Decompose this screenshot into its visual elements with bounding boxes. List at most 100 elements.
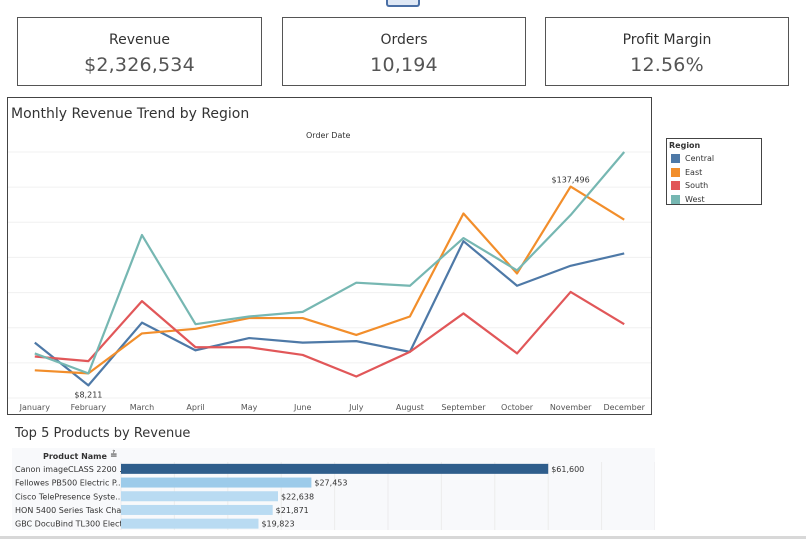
x-tick-label: May [241,403,258,412]
series-line-central[interactable] [34,240,625,387]
data-point-east[interactable] [407,314,412,319]
data-point-central[interactable] [86,383,91,388]
legend-swatch [671,154,680,164]
legend-item-west[interactable]: West [669,193,761,207]
data-point-south[interactable] [247,345,252,350]
product-bar[interactable] [121,518,259,529]
bar-value-label: $19,823 [261,520,294,529]
bar-chart-title: Top 5 Products by Revenue [15,426,191,441]
series-line-east[interactable] [34,185,625,375]
x-tick-label: June [293,403,312,412]
data-point-west[interactable] [461,236,466,241]
data-point-west[interactable] [32,351,37,356]
legend-item-south[interactable]: South [669,179,761,193]
revenue-kpi-value: $2,326,534 [84,54,195,76]
bar-value-label: $22,638 [281,492,314,501]
legend-swatch [671,181,680,191]
sort-icon[interactable]: ≟ [109,451,118,461]
data-point-east[interactable] [300,316,305,321]
product-bar[interactable] [121,491,278,502]
product-label[interactable]: HON 5400 Series Task Cha... [15,506,129,515]
data-point-east[interactable] [139,331,144,336]
data-point-west[interactable] [300,309,305,314]
revenue-kpi-label: Revenue [109,32,170,48]
product-label[interactable]: Fellowes PB500 Electric P... [15,479,123,488]
bottom-divider [0,536,806,539]
data-point-central[interactable] [32,340,37,345]
data-point-south[interactable] [568,289,573,294]
bar-value-label: $27,453 [314,479,347,488]
data-point-south[interactable] [622,322,627,327]
legend-label: Central [685,154,715,164]
product-name-header[interactable]: Product Name ≟ [43,451,117,461]
orders-kpi-card: Orders 10,194 [282,17,526,86]
data-point-south[interactable] [193,345,198,350]
series-line-south[interactable] [34,290,625,378]
data-point-east[interactable] [354,332,359,337]
data-point-west[interactable] [86,371,91,376]
x-tick-label: November [550,403,592,412]
data-point-south[interactable] [300,352,305,357]
legend-item-east[interactable]: East [669,166,761,180]
data-point-south[interactable] [515,351,520,356]
data-point-south[interactable] [86,359,91,364]
data-point-west[interactable] [568,213,573,218]
data-point-central[interactable] [139,320,144,325]
data-point-west[interactable] [193,322,198,327]
data-point-central[interactable] [515,283,520,288]
data-point-central[interactable] [354,339,359,344]
x-tick-label: July [348,403,364,412]
data-point-east[interactable] [568,184,573,189]
product-bar[interactable] [121,477,312,488]
data-point-south[interactable] [354,374,359,379]
x-tick-label: March [130,403,154,412]
data-point-east[interactable] [193,326,198,331]
data-point-east[interactable] [461,211,466,216]
legend-label: East [685,167,703,177]
product-label[interactable]: Cisco TelePresence Syste... [15,492,123,501]
orders-kpi-value: 10,194 [370,54,438,76]
data-point-central[interactable] [568,263,573,268]
bar-value-label: $21,871 [276,506,309,515]
product-bar[interactable] [121,504,273,515]
bar-value-label: $61,600 [551,465,584,474]
data-point-south[interactable] [407,349,412,354]
data-point-east[interactable] [622,217,627,222]
dashboard-icon[interactable] [386,0,420,7]
product-label[interactable]: Canon imageCLASS 2200 ... [15,465,127,474]
x-tick-label: February [71,403,107,412]
data-point-east[interactable] [32,368,37,373]
revenue-kpi-card: Revenue $2,326,534 [17,17,262,86]
data-point-central[interactable] [247,336,252,341]
data-point-west[interactable] [515,268,520,273]
product-name-header-label: Product Name [43,451,107,461]
data-point-central[interactable] [622,251,627,256]
data-point-west[interactable] [247,314,252,319]
region-legend[interactable]: Region Central East South West [666,138,762,205]
data-point-west[interactable] [407,283,412,288]
data-point-south[interactable] [139,299,144,304]
x-tick-label: September [441,403,486,412]
data-point-west[interactable] [354,280,359,285]
line-chart-panel[interactable] [7,97,652,415]
data-point-west[interactable] [622,150,627,155]
product-label[interactable]: GBC DocuBind TL300 Elect... [15,520,130,529]
data-point-south[interactable] [461,311,466,316]
bar-chart[interactable]: Canon imageCLASS 2200 ... $61,600 Fellowes… [12,448,655,530]
profit-margin-kpi-value: 12.56% [630,54,704,76]
legend-label: West [685,194,705,204]
orders-kpi-label: Orders [380,32,428,48]
data-point-central[interactable] [300,340,305,345]
x-axis-header: Order Date [306,131,351,140]
x-tick-label: October [501,403,534,412]
data-label: $8,211 [74,390,102,399]
x-tick-label: December [603,403,645,412]
legend-swatch [671,194,680,204]
product-bar[interactable] [121,463,549,474]
line-chart[interactable]: January February March April May June July Augu… [8,140,651,414]
legend-item-central[interactable]: Central [669,152,761,166]
data-point-west[interactable] [139,233,144,238]
data-label: $137,496 [552,176,590,185]
series-line-west[interactable] [34,151,626,375]
line-chart-title: Monthly Revenue Trend by Region [11,106,250,122]
